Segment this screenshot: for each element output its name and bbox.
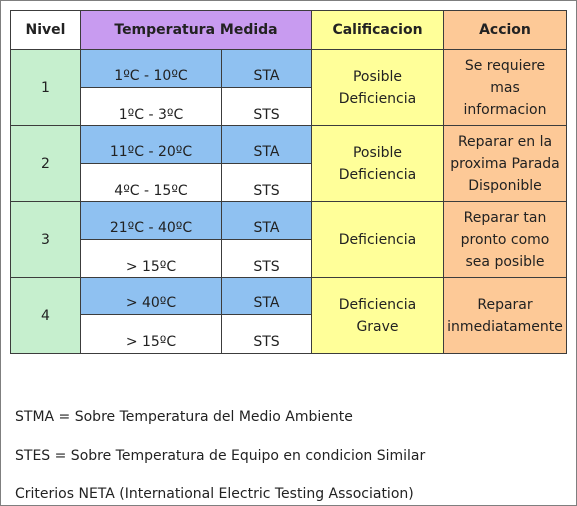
row-3-calificacion: Deficiencia — [311, 201, 444, 278]
row-2-accion: Reparar en la proxima Parada Disponible — [443, 125, 567, 202]
note-neta: Criterios NETA (International Electric T… — [15, 486, 414, 502]
header-nivel: Nivel — [10, 10, 81, 50]
row-3-accion: Reparar tan pronto como sea posible — [443, 201, 567, 278]
row-3-sts-code: STS — [221, 239, 312, 278]
note-stes: STES = Sobre Temperatura de Equipo en co… — [15, 448, 426, 464]
header-accion: Accion — [443, 10, 567, 50]
row-2-calificacion: Posible Deficiencia — [311, 125, 444, 202]
row-4-sta-range: > 40ºC — [80, 277, 222, 315]
row-3-nivel: 3 — [10, 201, 81, 278]
row-3-sta-range: 21ºC - 40ºC — [80, 201, 222, 240]
row-4-sts-range: > 15ºC — [80, 314, 222, 354]
header-temperatura-medida: Temperatura Medida — [80, 10, 312, 50]
row-1-nivel: 1 — [10, 49, 81, 126]
row-2-sta-range: 11ºC - 20ºC — [80, 125, 222, 164]
row-1-sts-range: 1ºC - 3ºC — [80, 87, 222, 126]
row-1-sta-range: 1ºC - 10ºC — [80, 49, 222, 88]
row-3-sts-range: > 15ºC — [80, 239, 222, 278]
header-calificacion: Calificacion — [311, 10, 444, 50]
row-1-sta-code: STA — [221, 49, 312, 88]
row-2-sts-range: 4ºC - 15ºC — [80, 163, 222, 202]
row-4-calificacion: Deficiencia Grave — [311, 277, 444, 354]
row-2-sta-code: STA — [221, 125, 312, 164]
row-4-sta-code: STA — [221, 277, 312, 315]
row-1-calificacion: Posible Deficiencia — [311, 49, 444, 126]
row-1-sts-code: STS — [221, 87, 312, 126]
row-4-sts-code: STS — [221, 314, 312, 354]
row-2-sts-code: STS — [221, 163, 312, 202]
note-stma: STMA = Sobre Temperatura del Medio Ambie… — [15, 409, 353, 425]
row-4-nivel: 4 — [10, 277, 81, 354]
row-4-accion: Reparar inmediatamente — [443, 277, 567, 354]
row-1-accion: Se requiere mas informacion — [443, 49, 567, 126]
row-2-nivel: 2 — [10, 125, 81, 202]
row-3-sta-code: STA — [221, 201, 312, 240]
